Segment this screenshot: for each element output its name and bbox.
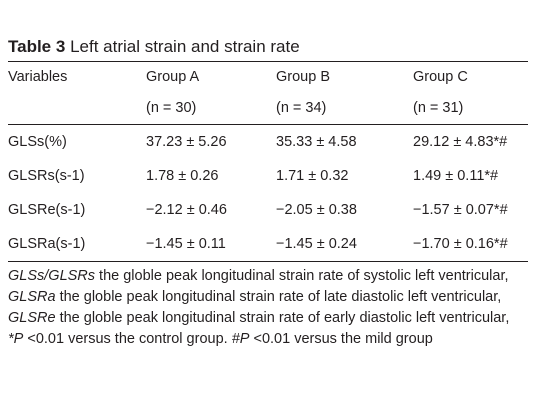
group-size: (n = 30) — [146, 100, 197, 116]
row-label: GLSs(%) — [8, 134, 67, 150]
footnote-text: the globle peak longitudinal strain rate… — [95, 268, 509, 284]
table-cell: −1.70 ± 0.16*# — [413, 236, 508, 252]
footnote-line: GLSRa the globle peak longitudinal strai… — [8, 287, 528, 308]
row-label: GLSRs(s-1) — [8, 168, 85, 184]
table-caption: Left atrial strain and strain rate — [70, 37, 300, 56]
table-cell: −2.05 ± 0.38 — [276, 202, 357, 218]
footnote-term: *P — [8, 331, 24, 347]
table-title: Table 3 Left atrial strain and strain ra… — [8, 36, 528, 58]
group-size: (n = 31) — [413, 100, 464, 116]
table-row: GLSRs(s-1) 1.78 ± 0.26 1.71 ± 0.32 1.49 … — [8, 159, 528, 193]
table-cell: 1.78 ± 0.26 — [146, 168, 219, 184]
footnote-term: GLSRa — [8, 289, 56, 305]
table-footnote: GLSs/GLSRs the globle peak longitudinal … — [8, 266, 528, 350]
footnote-line: GLSRe the globle peak longitudinal strai… — [8, 308, 528, 329]
footnote-text: the globle peak longitudinal strain rate… — [55, 310, 510, 326]
table-top-rule — [8, 61, 528, 62]
group-size: (n = 34) — [276, 100, 327, 116]
table-cell: 37.23 ± 5.26 — [146, 134, 227, 150]
table-cell: 1.49 ± 0.11*# — [413, 168, 499, 184]
table-header-rule — [8, 124, 528, 125]
footnote-term: GLSRe — [8, 310, 56, 326]
table-header-row: Variables Group A Group B Group C — [8, 62, 528, 92]
table-row: GLSRa(s-1) −1.45 ± 0.11 −1.45 ± 0.24 −1.… — [8, 227, 528, 261]
table-cell: −1.45 ± 0.24 — [276, 236, 357, 252]
column-header: Variables — [8, 69, 68, 85]
table-cell: 29.12 ± 4.83*# — [413, 134, 508, 150]
footnote-text: <0.01 versus the control group. — [23, 331, 232, 347]
footnote-line: GLSs/GLSRs the globle peak longitudinal … — [8, 266, 528, 287]
table-cell: 35.33 ± 4.58 — [276, 134, 357, 150]
footnote-text: the globle peak longitudinal strain rate… — [55, 289, 502, 305]
table-row: GLSRe(s-1) −2.12 ± 0.46 −2.05 ± 0.38 −1.… — [8, 193, 528, 227]
table-row: GLSs(%) 37.23 ± 5.26 35.33 ± 4.58 29.12 … — [8, 125, 528, 159]
table-bottom-rule — [8, 261, 528, 262]
row-label: GLSRe(s-1) — [8, 202, 86, 218]
table-label: Table 3 — [8, 37, 66, 56]
table-cell: −2.12 ± 0.46 — [146, 202, 227, 218]
column-header: Group C — [413, 69, 468, 85]
table-cell: 1.71 ± 0.32 — [276, 168, 349, 184]
table-cell: −1.57 ± 0.07*# — [413, 202, 508, 218]
footnote-term: #P — [231, 331, 250, 347]
table-n-row: (n = 30) (n = 34) (n = 31) — [8, 92, 528, 124]
footnote-term: GLSs/GLSRs — [8, 268, 96, 284]
footnote-text: <0.01 versus the mild group — [249, 331, 433, 347]
table-figure: Table 3 Left atrial strain and strain ra… — [8, 36, 528, 350]
footnote-line: *P <0.01 versus the control group. #P <0… — [8, 329, 528, 350]
table-cell: −1.45 ± 0.11 — [146, 236, 226, 252]
column-header: Group A — [146, 69, 200, 85]
row-label: GLSRa(s-1) — [8, 236, 86, 252]
column-header: Group B — [276, 69, 330, 85]
